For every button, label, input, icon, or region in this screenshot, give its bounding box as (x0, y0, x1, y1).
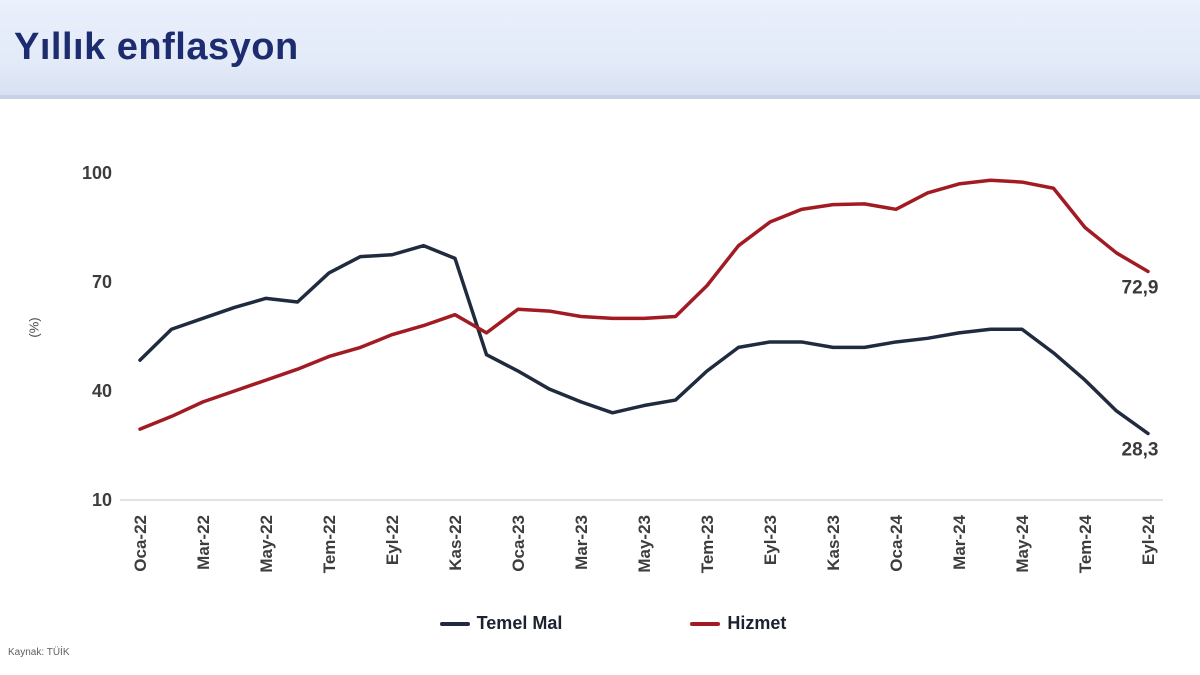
x-tick-label: May-22 (257, 515, 276, 573)
x-tick-label: May-24 (1013, 514, 1032, 572)
x-tick-label: Mar-24 (950, 514, 969, 569)
page-header: Yıllık enflasyon (0, 0, 1200, 99)
y-axis-unit-label: (%) (26, 317, 42, 338)
x-tick-label: Kas-23 (824, 515, 843, 571)
inflation-chart: 100 70 40 10 Oca-22 Mar-22 May-22 Tem-22 Eyl-22 K… (0, 99, 1200, 675)
x-tick-label: Oca-22 (131, 515, 150, 572)
x-tick-label: Tem-24 (1076, 514, 1095, 573)
series-line-hizmet (138, 178, 1150, 431)
series-end-label: 28,3 (1122, 440, 1159, 461)
x-tick-label: Tem-23 (698, 515, 717, 573)
x-tick-label: Mar-23 (572, 515, 591, 570)
series-line-temel-mal (138, 243, 1150, 436)
hizmet-line-swatch (690, 621, 721, 626)
legend-item-hizmet: Hizmet (690, 613, 786, 634)
legend-label-temel-mal: Temel Mal (476, 613, 563, 633)
series-end-label: 72,9 (1122, 277, 1159, 298)
x-tick-label: Tem-22 (320, 515, 339, 573)
chart-legend: Temel Mal Hizmet (0, 613, 1200, 634)
source-note: Kaynak: TÜİK (8, 647, 70, 658)
y-tick-label: 10 (92, 490, 112, 510)
temel-mal-line-swatch (439, 621, 470, 626)
y-tick-label: 100 (82, 163, 112, 183)
y-tick-label: 70 (92, 272, 112, 292)
x-tick-label: Oca-23 (509, 515, 528, 572)
x-tick-label: Oca-24 (887, 514, 906, 571)
x-tick-label: Eyl-22 (383, 515, 402, 565)
x-tick-label: Eyl-23 (761, 515, 780, 565)
page-title: Yıllık enflasyon (14, 26, 299, 68)
x-tick-label: Mar-22 (194, 515, 213, 570)
x-tick-label: May-23 (635, 515, 654, 573)
x-tick-label: Kas-22 (446, 515, 465, 571)
legend-item-temel-mal: Temel Mal (439, 613, 563, 634)
x-tick-label: Eyl-24 (1139, 514, 1158, 565)
y-tick-label: 40 (92, 381, 112, 401)
legend-label-hizmet: Hizmet (727, 613, 787, 633)
